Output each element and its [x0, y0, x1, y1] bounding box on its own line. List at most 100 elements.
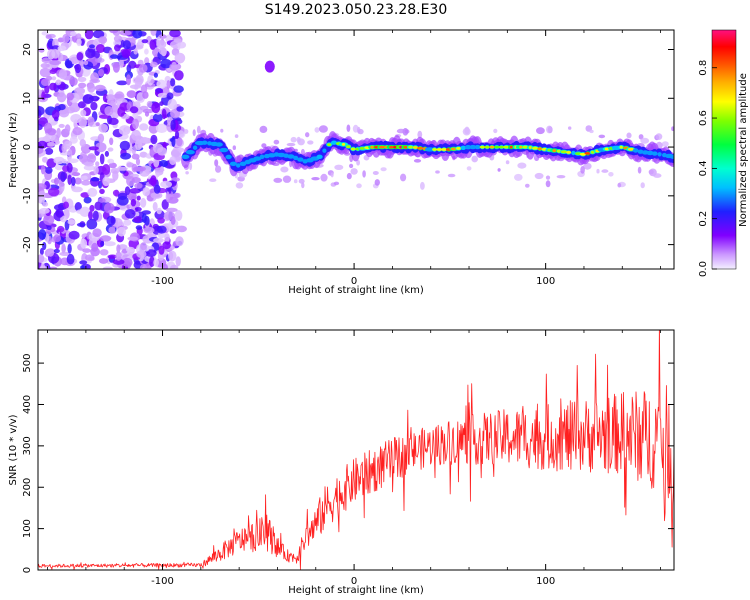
noise-blob — [92, 228, 102, 237]
noise-blob — [89, 204, 95, 212]
ridge-peak — [627, 147, 634, 151]
noise-blob — [51, 76, 57, 81]
ridge-peak — [484, 145, 490, 149]
noise-speck — [330, 172, 334, 178]
noise-blob — [116, 196, 129, 206]
noise-blob — [133, 48, 138, 55]
noise-blob — [56, 92, 67, 103]
noise-blob — [95, 44, 105, 53]
noise-speck — [314, 127, 320, 133]
noise-blob — [41, 57, 52, 64]
noise-blob — [142, 108, 154, 114]
noise-blob — [115, 251, 122, 261]
noise-blob — [39, 67, 52, 78]
noise-blob — [109, 137, 114, 146]
noise-blob — [66, 92, 74, 101]
noise-blob — [99, 235, 112, 242]
noise-speck — [189, 162, 193, 171]
noise-blob — [76, 52, 84, 61]
noise-blob — [126, 90, 137, 98]
noise-blob — [41, 31, 49, 36]
noise-blob — [109, 30, 119, 34]
noise-speck — [320, 173, 328, 182]
noise-blob — [152, 113, 163, 123]
noise-speck — [545, 175, 551, 180]
noise-blob — [60, 215, 67, 223]
noise-speck — [346, 124, 351, 132]
ridge-core — [192, 145, 198, 150]
noise-blob — [70, 31, 77, 37]
noise-blob — [49, 266, 58, 269]
noise-blob — [103, 241, 116, 247]
noise-blob — [48, 187, 60, 197]
noise-blob — [140, 84, 148, 94]
noise-blob — [87, 83, 96, 93]
noise-speck — [589, 129, 594, 134]
noise-blob — [169, 78, 176, 87]
noise-blob — [134, 139, 143, 151]
noise-blob — [38, 254, 45, 263]
noise-blob — [156, 79, 167, 89]
noise-blob — [38, 229, 47, 240]
noise-blob — [102, 266, 113, 269]
noise-blob — [126, 74, 131, 86]
noise-blob — [62, 33, 70, 44]
ridge-peak — [532, 146, 539, 150]
noise-blob — [108, 162, 117, 169]
noise-blob — [80, 265, 85, 269]
noise-speck — [261, 143, 267, 149]
noise-blob — [156, 225, 167, 234]
noise-blob — [38, 47, 45, 53]
noise-blob — [136, 250, 147, 258]
ridge-core — [253, 156, 262, 161]
spectrogram-heatmap — [38, 30, 674, 269]
noise-blob — [132, 30, 143, 39]
y-tick-label: 20 — [22, 43, 33, 56]
ridge-peak — [327, 143, 332, 147]
noise-blob — [99, 153, 105, 165]
noise-blob — [49, 82, 57, 91]
noise-blob — [67, 149, 73, 158]
noise-blob — [107, 254, 118, 259]
noise-blob — [173, 38, 182, 43]
noise-blob — [83, 196, 92, 204]
noise-blob — [107, 158, 115, 164]
noise-blob — [158, 47, 167, 55]
noise-blob — [39, 247, 44, 256]
ridge-core — [322, 148, 327, 153]
noise-blob — [158, 34, 167, 39]
ridge-core — [229, 161, 237, 166]
noise-blob — [166, 80, 171, 90]
noise-blob — [72, 127, 83, 136]
noise-blob — [67, 158, 79, 164]
noise-speck — [196, 125, 201, 134]
ridge-core — [652, 151, 658, 156]
ridge-core — [293, 155, 299, 161]
noise-speck — [638, 134, 644, 140]
ridge-peak — [346, 145, 351, 149]
noise-blob — [134, 76, 143, 87]
noise-blob — [122, 40, 131, 50]
ridge-core — [474, 144, 481, 150]
noise-blob — [138, 63, 148, 73]
noise-blob — [102, 164, 111, 175]
ridge-core — [215, 142, 223, 147]
noise-speck — [545, 180, 551, 188]
ridge-peak — [479, 145, 486, 149]
colorbar-tick-label: 0.8 — [698, 60, 709, 76]
noise-speck — [466, 166, 472, 171]
noise-speck — [185, 171, 189, 175]
noise-blob — [94, 201, 103, 211]
y-tick-label: 300 — [22, 436, 33, 455]
noise-speck — [215, 165, 222, 173]
noise-blob — [54, 177, 59, 186]
noise-blob — [74, 202, 82, 212]
x-tick-label: -100 — [151, 276, 174, 287]
noise-blob — [38, 183, 47, 190]
colorbar-tick-label: 0.2 — [698, 211, 709, 227]
noise-blob — [108, 117, 119, 125]
noise-speck — [192, 129, 196, 137]
noise-blob — [82, 94, 94, 104]
noise-blob — [160, 180, 173, 188]
